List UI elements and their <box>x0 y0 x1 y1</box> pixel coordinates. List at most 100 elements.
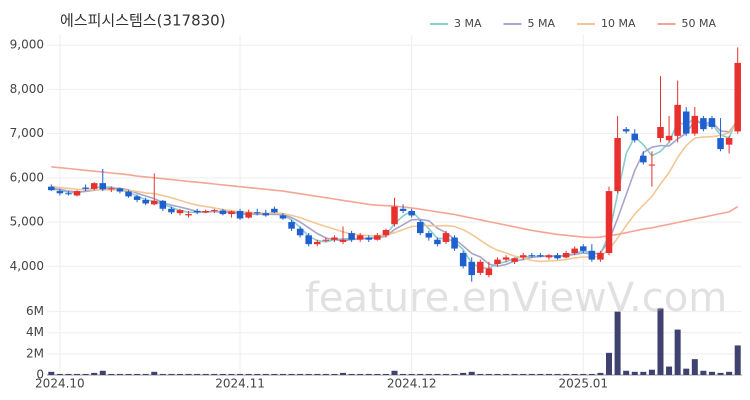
y-tick-label: 6,000 <box>10 170 44 184</box>
candle-body <box>65 193 72 195</box>
candle-body <box>339 239 347 242</box>
volume-bar <box>357 373 364 375</box>
volume-bar <box>708 371 715 375</box>
candle-body <box>48 186 55 191</box>
volume-bar <box>228 373 235 375</box>
candle-body <box>459 252 467 267</box>
y-tick-label: 9,000 <box>10 38 44 52</box>
candle-body <box>468 261 475 276</box>
candle-body <box>528 255 536 257</box>
candle-body <box>622 129 630 132</box>
volume-bar <box>56 373 63 375</box>
candle-body <box>425 233 433 238</box>
candle-body <box>674 104 681 136</box>
volume-bar <box>151 371 158 375</box>
y-tick-label: 8,000 <box>10 82 44 96</box>
candle-body <box>176 210 184 214</box>
candle-body <box>99 183 107 190</box>
volume-bar <box>382 373 389 375</box>
candle-body <box>159 200 167 209</box>
candle-body <box>451 237 458 249</box>
candle-body <box>657 126 664 139</box>
volume-bar <box>194 373 201 375</box>
candle-body <box>348 233 355 240</box>
candle-body <box>700 118 707 130</box>
volume-bar <box>451 373 458 375</box>
volume-bar <box>134 373 141 375</box>
watermark: feature.enViewV.com <box>305 275 727 321</box>
candle-body <box>554 255 561 259</box>
volume-bar <box>91 372 98 375</box>
volume-bar <box>468 371 475 375</box>
volume-bar <box>314 373 321 375</box>
candle-body <box>391 206 398 225</box>
volume-bar <box>434 373 441 375</box>
volume-bar <box>674 329 681 375</box>
candle-body <box>605 191 613 253</box>
x-tick-label: 2024.11 <box>215 377 265 391</box>
candle-body <box>597 252 604 260</box>
x-tick-label: 2025.01 <box>558 377 608 391</box>
volume-bar <box>125 373 132 375</box>
candle-body <box>511 258 518 262</box>
volume-bar <box>116 373 123 375</box>
volume-tick-label: 0 <box>36 368 44 382</box>
volume-bar <box>219 373 226 375</box>
volume-bar <box>726 371 733 375</box>
x-tick-label: 2024.12 <box>387 377 437 391</box>
candle-body <box>108 188 115 190</box>
candle-body <box>116 188 124 192</box>
candle-body <box>682 111 690 134</box>
volume-bar <box>494 373 501 375</box>
candle-body <box>442 233 450 242</box>
volume-bar <box>623 370 630 375</box>
volume-bar <box>142 373 149 375</box>
candle-body <box>271 208 278 213</box>
candle-body <box>477 261 484 273</box>
volume-bar <box>408 373 415 375</box>
ma-line <box>51 122 739 263</box>
volume-bar <box>185 373 192 375</box>
volume-bar <box>640 371 647 375</box>
candle-body <box>150 200 158 205</box>
y-tick-label: 5,000 <box>10 215 44 229</box>
x-tick-label: 2024.10 <box>35 377 85 391</box>
candle-body <box>253 212 261 214</box>
volume-bar <box>571 373 578 375</box>
candle-body <box>648 164 656 166</box>
candle-body <box>562 252 570 258</box>
candle-body <box>245 212 252 218</box>
legend-label: 5 MA <box>528 17 556 30</box>
candle-body <box>236 210 244 219</box>
volume-bar <box>202 373 209 375</box>
candle-body <box>314 241 321 245</box>
legend-label: 10 MA <box>601 17 636 30</box>
volume-bar <box>271 373 278 375</box>
volume-bar <box>520 373 527 375</box>
volume-bar <box>580 373 587 375</box>
candle-body <box>434 239 441 245</box>
volume-bar <box>237 373 244 375</box>
volume-bar <box>245 373 252 375</box>
candle-body <box>322 239 330 241</box>
candle-body <box>537 255 544 257</box>
volume-bar <box>666 366 673 375</box>
candle-body <box>262 213 270 216</box>
volume-bar <box>374 373 381 375</box>
volume-bar <box>99 370 106 375</box>
volume-bar <box>279 373 286 375</box>
candle-body <box>614 138 621 192</box>
volume-tick-label: 6M <box>26 304 44 318</box>
volume-bar <box>528 373 535 375</box>
volume-bar <box>348 373 355 375</box>
volume-bar <box>400 373 407 375</box>
volume-bar <box>734 345 741 375</box>
candle-body <box>193 210 201 213</box>
candle-body <box>571 248 578 253</box>
volume-bar <box>65 373 72 375</box>
volume-bar <box>340 372 347 375</box>
candle-body <box>73 191 81 196</box>
volume-bar <box>648 369 655 375</box>
volume-bar <box>700 370 707 375</box>
candle-body <box>90 183 98 189</box>
